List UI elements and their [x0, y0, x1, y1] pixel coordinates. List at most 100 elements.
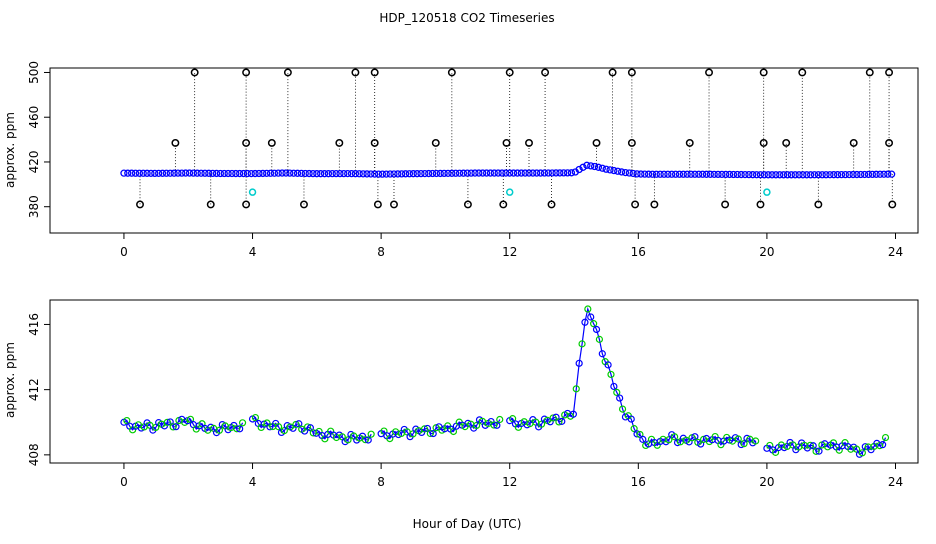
baseline-point — [710, 170, 718, 179]
top-x-tick-label: 0 — [120, 245, 128, 259]
baseline-point — [779, 171, 788, 179]
spike-low-point — [721, 200, 730, 209]
baseline-point — [336, 169, 344, 178]
top-plot-frame — [49, 67, 919, 234]
spike-mid-point — [267, 138, 276, 147]
baseline-point — [810, 171, 819, 179]
bottom-x-tick-label: 4 — [249, 475, 257, 489]
spike-high-point — [608, 68, 617, 77]
baseline-point — [675, 170, 684, 178]
baseline-point — [587, 162, 595, 170]
bottom-panel: approx. ppm 0 4 8 12 16 20 24 408 412 416 — [3, 299, 919, 489]
baseline-point — [320, 170, 329, 178]
baseline-point — [158, 169, 167, 177]
baseline-point — [579, 163, 587, 171]
series-point — [809, 442, 817, 450]
baseline-point — [695, 170, 703, 178]
baseline-point — [610, 166, 618, 175]
spike-low-point — [756, 200, 765, 209]
baseline-point — [687, 170, 695, 178]
series-point — [186, 415, 195, 423]
bottom-x-axis: 0 4 8 12 16 20 24 — [120, 463, 903, 489]
baseline-point — [448, 169, 456, 177]
baseline-point — [452, 169, 460, 177]
baseline-point — [641, 170, 649, 178]
baseline-point — [247, 169, 255, 178]
series-point — [572, 385, 580, 393]
bottom-y-axis: 408 412 416 — [27, 313, 50, 466]
baseline-point — [887, 170, 896, 178]
spike-mid-point — [759, 138, 768, 147]
baseline-point — [845, 170, 853, 179]
baseline-point — [309, 169, 317, 178]
baseline-point — [764, 171, 772, 179]
baseline-point — [880, 170, 888, 178]
baseline-point — [301, 169, 309, 178]
series-point — [426, 429, 434, 438]
series-point — [123, 416, 131, 425]
baseline-point — [706, 170, 714, 178]
top-x-tick-label: 16 — [631, 245, 646, 259]
baseline-point — [691, 170, 699, 178]
spike-high-point — [447, 68, 456, 77]
baseline-point — [313, 170, 321, 178]
baseline-point — [525, 169, 533, 177]
series-point — [420, 425, 429, 433]
series-point — [607, 370, 615, 379]
baseline-point — [197, 169, 205, 177]
baseline-point — [552, 169, 560, 177]
baseline-point — [482, 169, 491, 177]
bottom-y-tick-label: 408 — [27, 443, 41, 466]
baseline-point — [220, 169, 228, 178]
baseline-point — [849, 170, 857, 179]
baseline-point — [502, 169, 510, 177]
cyan-point — [505, 188, 514, 196]
baseline-point — [274, 169, 282, 177]
bottom-x-tick-label: 12 — [502, 475, 517, 489]
series-point — [740, 440, 748, 448]
series-point — [509, 415, 517, 423]
baseline-point — [228, 169, 236, 178]
baseline-point — [722, 170, 730, 179]
baseline-point — [131, 169, 140, 177]
baseline-point — [822, 171, 830, 179]
spike-mid-point — [335, 138, 344, 147]
baseline-point — [590, 162, 599, 171]
baseline-point — [625, 169, 633, 177]
baseline-point — [733, 170, 741, 179]
series-point — [673, 438, 682, 447]
series-point — [633, 430, 641, 438]
baseline-point — [251, 169, 259, 178]
baseline-point — [355, 170, 363, 178]
baseline-point — [702, 170, 711, 178]
spike-high-point — [370, 68, 379, 77]
spike-low-point — [136, 200, 144, 209]
baseline-point — [529, 169, 537, 177]
baseline-point — [664, 170, 672, 178]
baseline-point — [633, 170, 641, 178]
baseline-point — [884, 170, 892, 178]
series-line — [509, 306, 757, 447]
bottom-x-tick-label: 20 — [759, 475, 774, 489]
baseline-point — [660, 170, 668, 178]
series-point — [361, 436, 369, 444]
baseline-point — [498, 169, 506, 177]
baseline-point — [317, 170, 325, 178]
series-point — [598, 350, 606, 358]
baseline-point — [351, 170, 360, 178]
baseline-point — [799, 171, 807, 179]
baseline-point — [436, 169, 444, 178]
baseline-point — [259, 169, 267, 178]
spike-mid-point — [685, 138, 694, 147]
baseline-point — [698, 170, 707, 178]
baseline-point — [668, 170, 676, 178]
spike-mid-point — [885, 138, 894, 147]
baseline-point — [417, 169, 425, 178]
series-point — [569, 410, 577, 418]
spike-mid-point — [502, 138, 511, 147]
baseline-point — [367, 170, 375, 178]
spike-mid-point — [431, 138, 440, 147]
spike-mid-point — [370, 138, 379, 147]
baseline-point — [745, 170, 753, 179]
baseline-point — [614, 167, 622, 175]
